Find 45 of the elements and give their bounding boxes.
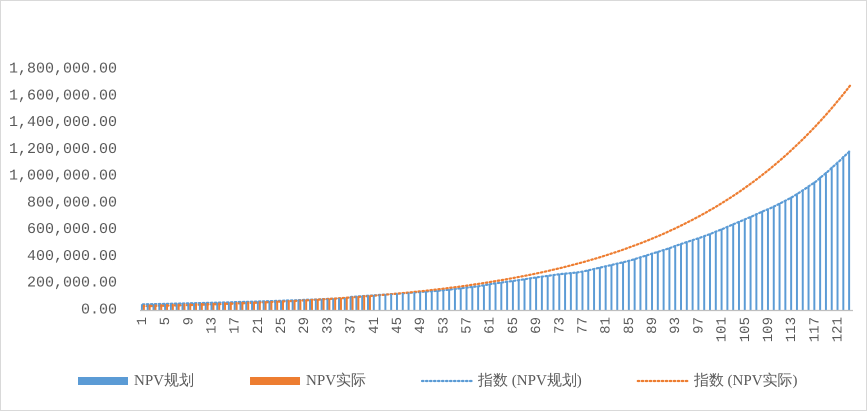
y-tick-label: 0.00 [80,302,117,318]
x-tick-label: 113 [784,317,800,342]
x-tick-label: 117 [807,317,824,342]
x-tick-label: 37 [344,317,360,334]
x-tick-label: 45 [390,317,406,334]
x-tick-label: 25 [274,317,290,334]
x-tick-label: 13 [204,317,220,334]
y-tick-label: 800,000.00 [26,194,117,212]
y-tick-label: 1,000,000.00 [8,168,117,185]
y-tick-label: 1,400,000.00 [8,114,117,132]
x-tick-label: 121 [830,317,847,342]
y-tick-label: 1,800,000.00 [8,60,117,78]
y-tick-label: 200,000.00 [26,274,117,292]
x-tick-label: 105 [738,317,754,342]
x-tick-label: 29 [297,317,314,334]
x-tick-label: 53 [436,317,452,334]
x-tick-label: 89 [645,317,662,334]
x-tick-label: 33 [320,317,336,334]
legend-label: 指数 (NPV实际) [692,372,798,389]
x-tick-label: 9 [181,317,198,326]
x-tick-label: 97 [691,317,708,334]
x-tick-label: 57 [460,317,476,334]
x-tick-label: 21 [250,317,267,334]
x-tick-label: 109 [760,317,777,342]
x-tick-label: 69 [529,317,546,334]
x-tick-label: 77 [575,317,592,334]
x-tick-label: 49 [413,317,430,334]
x-tick-label: 81 [598,317,615,334]
x-tick-label: 73 [552,317,568,334]
legend-label: NPV规划 [134,372,194,389]
legend-label: 指数 (NPV规划) [477,372,582,389]
x-tick-label: 61 [482,317,499,334]
x-tick-label: 5 [158,317,174,326]
y-tick-label: 400,000.00 [26,248,117,265]
x-tick-label: 17 [228,317,244,334]
y-tick-label: 600,000.00 [26,221,117,238]
x-tick-label: 41 [366,317,383,334]
x-tick-label: 1 [134,317,151,326]
legend-label: NPV实际 [306,372,366,389]
x-tick-label: 85 [622,317,638,334]
y-tick-label: 1,200,000.00 [8,140,117,158]
x-tick-label: 65 [506,317,522,334]
y-tick-label: 1,600,000.00 [8,87,117,104]
x-tick-label: 101 [714,317,731,342]
x-tick-label: 93 [668,317,684,334]
